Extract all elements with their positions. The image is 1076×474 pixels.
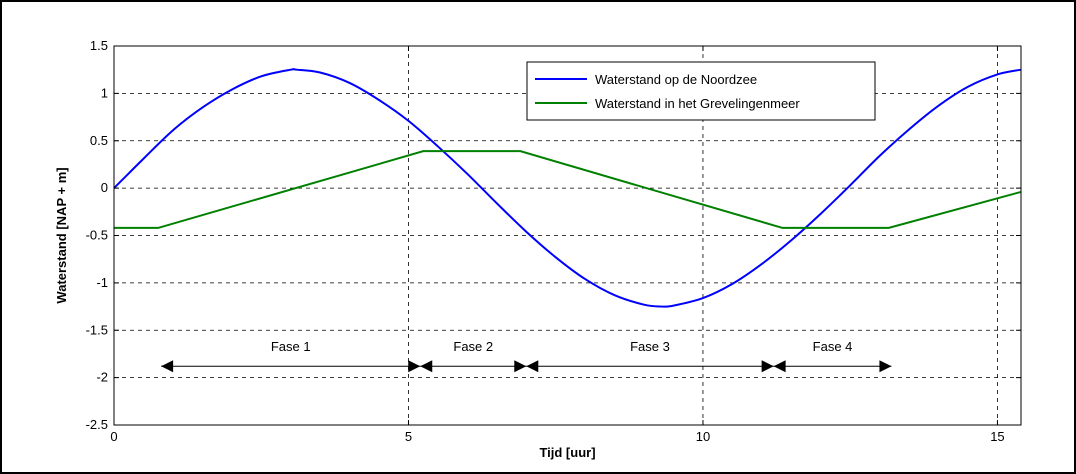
phase-arrow-head-left xyxy=(420,360,433,373)
y-axis-label: Waterstand [NAP + m] xyxy=(54,167,69,303)
phase-arrow-head-right xyxy=(408,360,421,373)
x-tick-label: 0 xyxy=(110,429,117,444)
series-line-2 xyxy=(114,150,1022,229)
phase-label: Fase 1 xyxy=(271,339,311,354)
ticks: 1.510.50-0.5-1-1.5-2-2.50 5 10 15 xyxy=(86,38,1021,444)
phase-arrow-3: Fase 3 xyxy=(526,339,774,373)
x-tick-label: 10 xyxy=(696,429,710,444)
legend-label-2: Waterstand in het Grevelingenmeer xyxy=(595,96,800,111)
y-tick-label: -1.5 xyxy=(86,322,108,337)
legend-box xyxy=(526,61,876,121)
phase-arrow-4: Fase 4 xyxy=(773,339,892,373)
y-tick-label: -0.5 xyxy=(86,228,108,243)
phase-arrow-head-left xyxy=(161,360,174,373)
y-tick-label: -1 xyxy=(96,275,108,290)
y-tick-label: -2.5 xyxy=(86,417,108,432)
phase-arrow-head-left xyxy=(773,360,786,373)
phase-arrow-head-right xyxy=(879,360,892,373)
y-tick-label: 0.5 xyxy=(90,133,108,148)
phase-arrow-head-left xyxy=(526,360,539,373)
legend-label-1: Waterstand op de Noordzee xyxy=(595,72,757,87)
y-tick-label: 1.5 xyxy=(90,38,108,53)
y-tick-label: -2 xyxy=(96,370,108,385)
phase-label: Fase 3 xyxy=(630,339,670,354)
series-line-1 xyxy=(113,68,1022,308)
x-axis-label: Tijd [uur] xyxy=(539,445,595,460)
phase-arrow-head-right xyxy=(514,360,527,373)
phase-label: Fase 4 xyxy=(813,339,853,354)
phase-arrows: Fase 1 Fase 2 Fase 3 Fase 4 xyxy=(161,339,892,373)
series-lines xyxy=(113,68,1022,308)
y-tick-label: 0 xyxy=(101,180,108,195)
x-tick-label: 15 xyxy=(990,429,1004,444)
phase-arrow-1: Fase 1 xyxy=(161,339,421,373)
x-tick-label: 5 xyxy=(405,429,412,444)
y-tick-label: 1 xyxy=(101,85,108,100)
legend: Waterstand op de Noordzee Waterstand in h… xyxy=(526,61,876,121)
phase-label: Fase 2 xyxy=(453,339,493,354)
phase-arrow-head-right xyxy=(761,360,774,373)
phase-arrow-2: Fase 2 xyxy=(420,339,527,373)
